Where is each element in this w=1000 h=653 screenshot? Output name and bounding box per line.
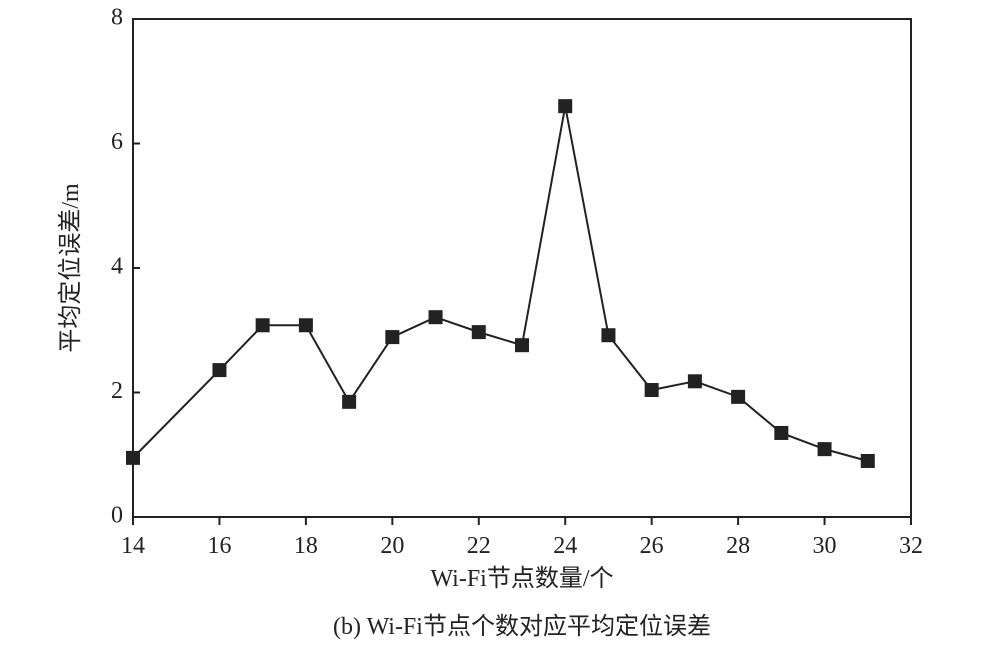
y-tick-label: 8 [111,5,123,31]
x-tick-label: 28 [726,533,750,559]
x-tick-label: 26 [640,533,664,559]
x-tick-label: 24 [553,533,577,559]
point-marker [298,318,313,333]
point-marker [342,394,357,409]
y-tick-label: 6 [111,129,123,155]
point-marker [428,310,443,325]
x-tick-label: 22 [467,533,491,559]
point-marker [731,389,746,404]
x-tick-label: 14 [121,533,145,559]
point-marker [860,453,875,468]
point-marker [515,338,529,353]
point-marker [817,442,832,457]
caption: (b) Wi-Fi节点个数对应平均定位误差 [333,613,711,640]
y-tick-label: 0 [111,503,123,529]
y-axis-label: 平均定位误差/m [57,183,84,353]
point-marker [687,374,702,389]
series-line [132,105,869,462]
point-marker [471,325,486,340]
point-marker [126,450,140,465]
x-tick-label: 32 [899,533,923,559]
point-marker [774,425,789,440]
point-marker [212,363,227,378]
plot-frame [132,18,912,518]
x-tick-label: 16 [207,533,231,559]
x-tick-label: 30 [813,533,837,559]
point-marker [385,330,400,345]
x-tick-label: 20 [380,533,404,559]
y-tick-label: 2 [111,378,123,404]
point-marker [644,383,659,398]
point-marker [601,328,616,343]
x-axis-label: Wi-Fi节点数量/个 [430,565,613,592]
x-tick-label: 18 [294,533,318,559]
point-marker [255,318,270,333]
point-marker [558,99,573,114]
y-tick-label: 4 [111,254,123,280]
